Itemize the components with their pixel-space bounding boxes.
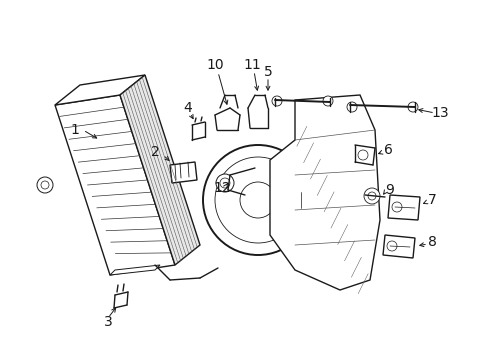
Text: 12: 12 [213, 181, 230, 195]
Ellipse shape [216, 174, 234, 192]
Ellipse shape [407, 102, 417, 112]
Polygon shape [382, 235, 414, 258]
Ellipse shape [323, 96, 332, 106]
Ellipse shape [37, 177, 53, 193]
Text: 3: 3 [103, 315, 112, 329]
Text: 1: 1 [70, 123, 79, 137]
Polygon shape [170, 162, 197, 183]
Ellipse shape [240, 182, 275, 218]
Text: 6: 6 [383, 143, 392, 157]
Text: 13: 13 [430, 106, 448, 120]
Ellipse shape [357, 150, 367, 160]
Polygon shape [55, 75, 145, 105]
Ellipse shape [346, 102, 356, 112]
Text: 7: 7 [427, 193, 435, 207]
Text: 4: 4 [183, 101, 192, 115]
Ellipse shape [367, 192, 375, 200]
Ellipse shape [203, 145, 312, 255]
Text: 8: 8 [427, 235, 436, 249]
Text: 5: 5 [263, 65, 272, 79]
Ellipse shape [271, 96, 282, 106]
Text: 10: 10 [206, 58, 224, 72]
Text: 11: 11 [243, 58, 260, 72]
Ellipse shape [220, 178, 229, 188]
Polygon shape [269, 95, 379, 290]
Polygon shape [120, 75, 200, 265]
Polygon shape [110, 265, 160, 275]
Ellipse shape [363, 188, 379, 204]
Text: 2: 2 [150, 145, 159, 159]
Text: 9: 9 [385, 183, 394, 197]
Ellipse shape [386, 241, 396, 251]
Polygon shape [55, 95, 175, 275]
Ellipse shape [41, 181, 49, 189]
Polygon shape [387, 195, 419, 220]
Ellipse shape [391, 202, 401, 212]
Ellipse shape [215, 157, 301, 243]
